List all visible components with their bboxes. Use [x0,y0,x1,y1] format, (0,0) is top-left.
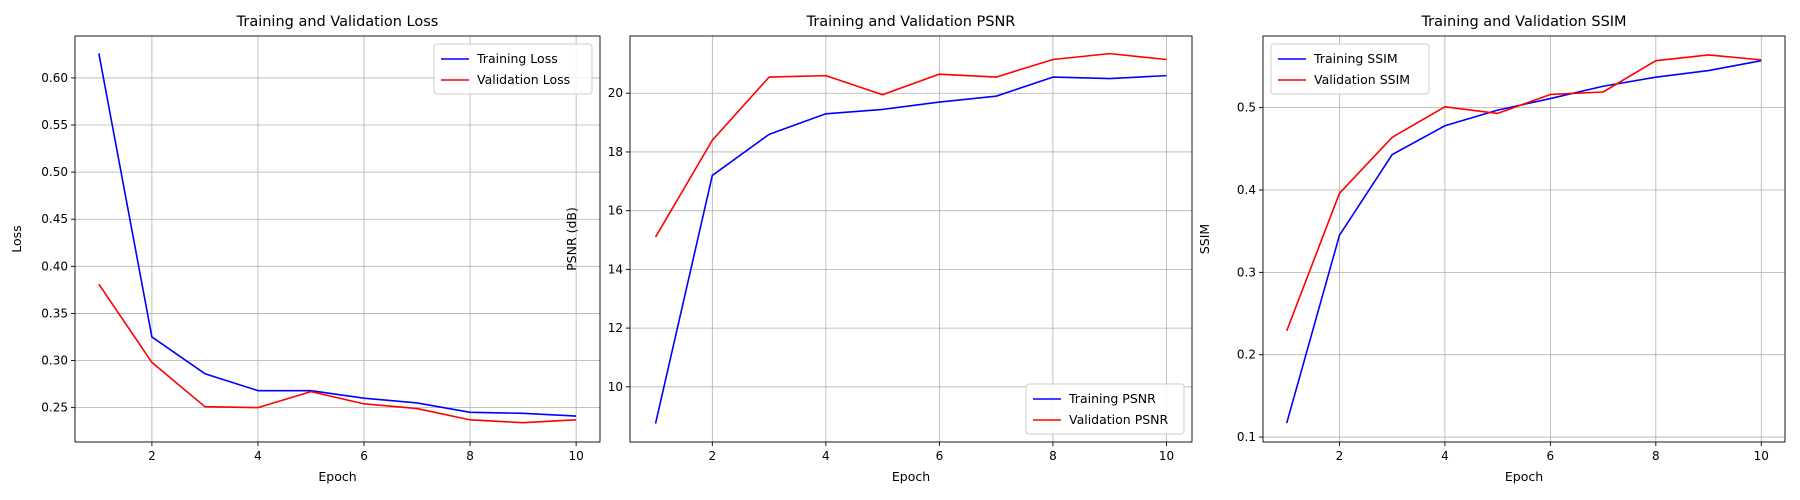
x-tick-label: 4 [254,449,262,463]
legend: Training SSIM Validation SSIM [1270,43,1430,95]
x-tick-label: 6 [360,449,368,463]
legend: Training Loss Validation Loss [433,43,593,95]
chart-panel-2: 2 4 6 8 10 10 12 14 16 18 20 Training and Validatio… [564,14,1193,484]
grid-lines [630,36,1192,442]
chart-panel-3: 2 4 6 8 10 0.1 0.2 0.3 0.4 0.5 Training and Valida… [1197,14,1786,484]
axes-frame [74,35,601,443]
y-tick-label: 0.25 [41,401,68,415]
y-tick-label: 0.5 [1237,101,1256,115]
x-tick-label: 2 [708,449,716,463]
x-tick-label: 10 [1754,449,1769,463]
y-tick-label: 0.45 [41,212,68,226]
x-tick-label: 10 [568,449,583,463]
x-tick-label: 6 [1547,449,1555,463]
x-tick-label: 10 [1159,449,1174,463]
x-tick-label: 4 [1441,449,1449,463]
y-tick-label: 12 [608,321,623,335]
legend-box [1025,383,1185,435]
y-tick-label: 18 [608,145,623,159]
y-tick-label: 0.4 [1237,183,1256,197]
x-axis-label: Epoch [318,469,356,484]
y-tick-label: 16 [608,204,623,218]
y-tick-label: 0.30 [41,354,68,368]
x-tick-label: 2 [148,449,156,463]
axes-frame [1262,35,1786,443]
series-line-validation-psnr [654,52,1167,238]
series-line-validation-loss [98,283,577,424]
series-line-training-ssim [1285,59,1762,424]
chart-title: Training and Validation Loss [236,14,439,30]
x-tick-label: 8 [466,449,474,463]
chart-title: Training and Validation SSIM [1420,14,1626,30]
series-line-training-loss [98,53,577,417]
legend-label: Training PSNR [1068,391,1156,406]
chart-title: Training and Validation PSNR [806,14,1016,30]
grid-lines [1263,36,1785,442]
y-tick-label: 0.1 [1237,430,1256,444]
y-tick-label: 10 [608,380,623,394]
legend: Training PSNR Validation PSNR [1025,383,1185,435]
y-tick-label: 14 [608,262,623,276]
y-tick-label: 0.50 [41,165,68,179]
x-tick-label: 2 [1336,449,1344,463]
x-tick-label: 8 [1049,449,1057,463]
legend-label: Validation Loss [477,72,570,87]
y-tick-label: 0.2 [1237,348,1256,362]
grid-lines [75,36,600,442]
legend-label: Validation SSIM [1314,72,1410,87]
series-line-training-psnr [654,74,1167,424]
series-line-validation-ssim [1285,54,1762,332]
y-tick-label: 0.40 [41,259,68,273]
y-axis-label: Loss [9,225,24,252]
y-tick-label: 20 [608,86,623,100]
y-tick-label: 0.3 [1237,265,1256,279]
axes-frame [629,35,1193,443]
legend-box [1270,43,1430,95]
legend-label: Training SSIM [1313,51,1398,66]
y-tick-label: 0.35 [41,306,68,320]
legend-label: Validation PSNR [1069,412,1169,427]
x-axis-label: Epoch [892,469,930,484]
x-tick-label: 4 [822,449,830,463]
y-tick-label: 0.60 [41,71,68,85]
y-axis-label: PSNR (dB) [564,207,579,271]
legend-box [433,43,593,95]
y-axis-label: SSIM [1197,224,1212,254]
x-tick-label: 6 [936,449,944,463]
x-tick-label: 8 [1652,449,1660,463]
legend-label: Training Loss [476,51,558,66]
y-tick-label: 0.55 [41,118,68,132]
chart-panel-1: 2 4 6 8 10 0.25 0.30 0.35 0.40 0.45 0.50 0.55 0.60 Tr… [9,14,601,484]
x-axis-label: Epoch [1505,469,1543,484]
